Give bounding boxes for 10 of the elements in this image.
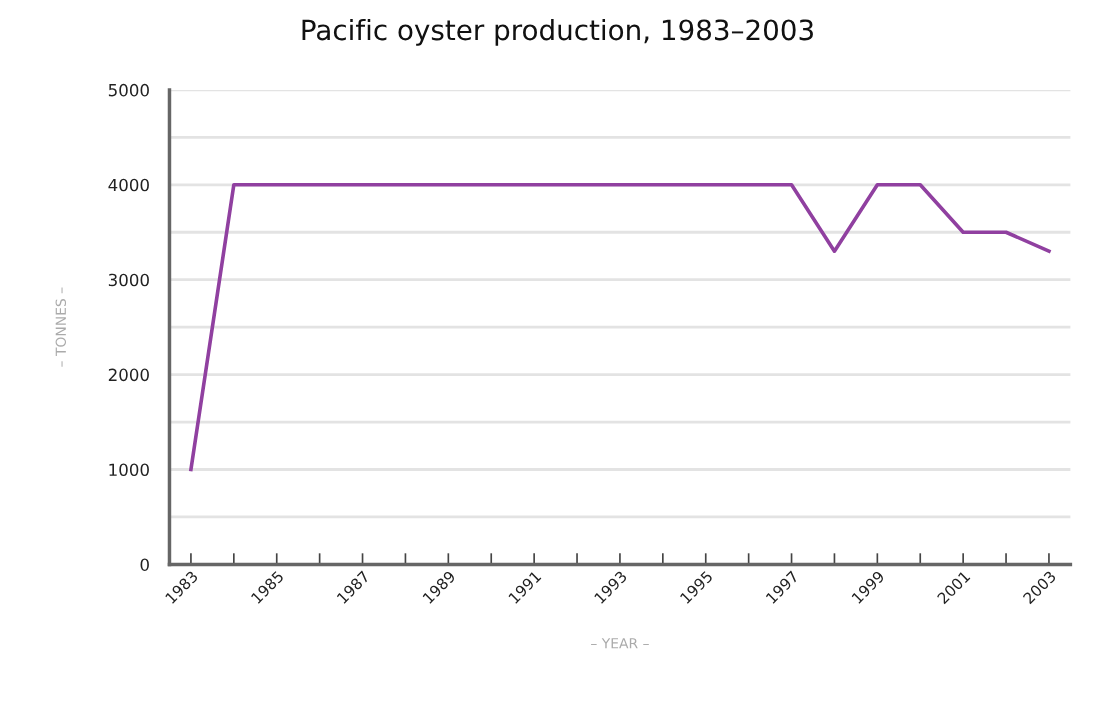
x-axis-title: – YEAR – — [591, 638, 649, 649]
y-tick-label: 5000 — [108, 83, 149, 97]
y-tick-label: 3000 — [108, 273, 149, 287]
y-axis-title: – TONNES – — [55, 287, 67, 367]
y-tick-label: 4000 — [108, 178, 149, 192]
line-series — [189, 182, 1051, 472]
y-tick-label: 0 — [140, 558, 149, 571]
chart-title: Pacific oyster production, 1983–2003 — [302, 18, 813, 46]
y-tick-label: 2000 — [108, 368, 149, 382]
y-tick-label: 1000 — [109, 463, 149, 477]
